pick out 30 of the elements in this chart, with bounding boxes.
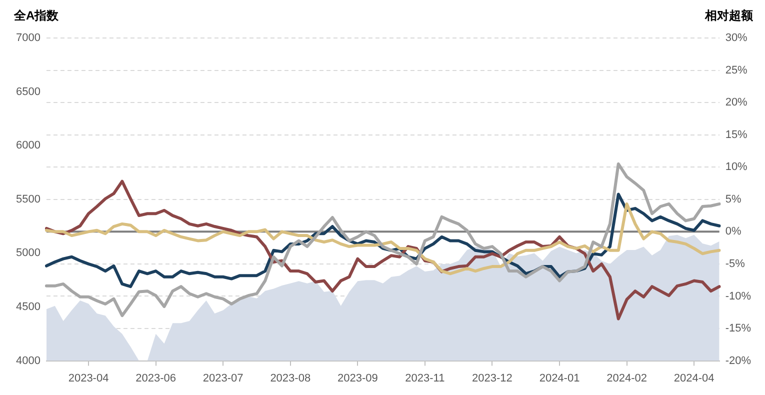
x-tick-label: 2023-06 — [136, 372, 176, 384]
y2-tick-label: -15% — [725, 322, 752, 335]
x-tick-label: 2023-08 — [270, 372, 311, 384]
y2-tick-label: 20% — [725, 96, 748, 109]
y-tick-label: 6500 — [16, 86, 40, 98]
y2-tick-label: 5% — [725, 193, 742, 206]
y-axis-title: 全A指数 — [13, 8, 60, 22]
y2-tick-label: 30% — [725, 32, 748, 44]
x-tick-label: 2023-09 — [337, 372, 378, 384]
y2-tick-label: -5% — [725, 258, 746, 270]
y2-tick-label: -20% — [725, 354, 752, 367]
x-tick-label: 2023-04 — [68, 372, 109, 384]
y-tick-label: 6000 — [16, 140, 40, 152]
y2-axis-title: 相对超额 — [704, 8, 754, 22]
x-tick-label: 2023-11 — [405, 372, 445, 384]
y-tick-label: 4500 — [16, 301, 40, 314]
y2-tick-label: -10% — [725, 290, 752, 302]
y-tick-label: 5000 — [16, 247, 40, 260]
y2-tick-label: 10% — [725, 161, 748, 174]
x-tick-label: 2023-07 — [202, 372, 244, 384]
y2-tick-label: 0% — [725, 226, 742, 238]
x-tick-label: 2024-02 — [606, 372, 647, 384]
y-tick-label: 7000 — [16, 32, 40, 44]
y2-tick-label: 25% — [725, 64, 748, 76]
y2-tick-label: 15% — [725, 128, 748, 141]
y-tick-label: 4000 — [16, 354, 40, 367]
y-tick-label: 5500 — [16, 193, 40, 206]
x-tick-label: 2024-04 — [674, 372, 714, 384]
x-tick-label: 2024-01 — [539, 372, 580, 384]
x-tick-label: 2023-12 — [472, 372, 512, 384]
